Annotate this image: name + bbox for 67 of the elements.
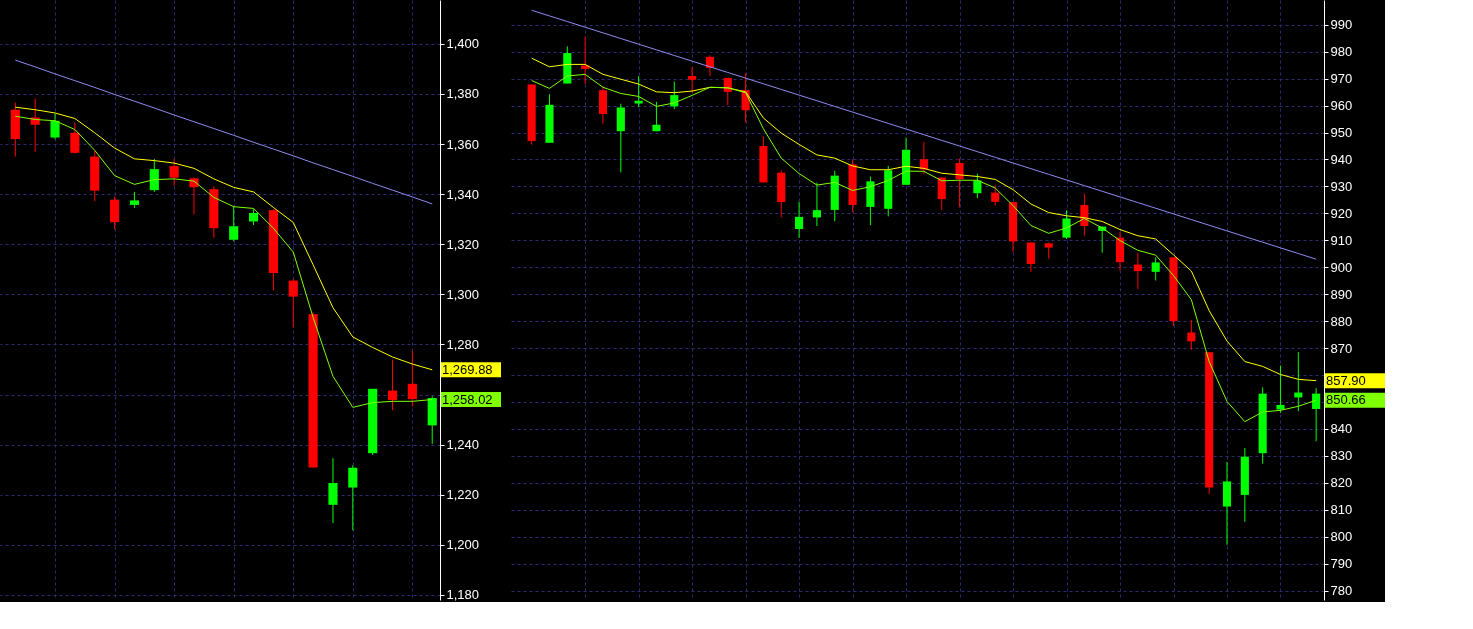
candlestick bbox=[795, 201, 804, 239]
candlestick bbox=[1312, 387, 1321, 442]
candlestick bbox=[169, 158, 179, 187]
text: 857.90 bbox=[1326, 372, 1366, 388]
candlestick bbox=[616, 103, 625, 173]
candlestick bbox=[1276, 365, 1285, 414]
candlestick bbox=[812, 182, 821, 227]
candlestick bbox=[652, 101, 661, 132]
candlestick bbox=[973, 173, 982, 199]
line-series bbox=[531, 57, 1317, 382]
y-tick-label: 920 bbox=[1330, 205, 1353, 221]
candlestick bbox=[387, 359, 398, 411]
candlestick bbox=[955, 157, 964, 208]
candlestick bbox=[348, 464, 358, 531]
line-series bbox=[531, 9, 1317, 260]
y-tick-label: 1,340 bbox=[446, 186, 480, 202]
y-tick-label: 1,240 bbox=[446, 437, 480, 453]
y-tick-label: 990 bbox=[1330, 17, 1353, 33]
y-tick-label: 890 bbox=[1330, 286, 1353, 302]
text: 1,258.02 bbox=[442, 391, 493, 407]
y-tick-label: 1,200 bbox=[446, 537, 480, 553]
y-tick-label: 780 bbox=[1330, 583, 1353, 599]
y-tick-label: 1,380 bbox=[446, 86, 480, 102]
text: 850.66 bbox=[1326, 392, 1366, 408]
y-tick-label: 790 bbox=[1330, 556, 1353, 572]
y-tick-label: 1,280 bbox=[446, 336, 480, 352]
y-tick-label: 910 bbox=[1330, 232, 1353, 248]
candlestick bbox=[149, 158, 159, 193]
candlestick bbox=[581, 36, 590, 85]
line-series bbox=[14, 59, 433, 205]
y-tick-label: 1,180 bbox=[446, 587, 480, 603]
candlestick bbox=[50, 113, 60, 140]
candlestick bbox=[30, 97, 40, 153]
y-tick-label: 970 bbox=[1330, 71, 1353, 87]
candlestick bbox=[1151, 257, 1160, 281]
candlestick bbox=[1187, 319, 1196, 351]
y-tick-label: 870 bbox=[1330, 340, 1353, 356]
y-tick-label: 960 bbox=[1330, 98, 1353, 114]
y-tick-label: 820 bbox=[1330, 475, 1353, 491]
candlestick bbox=[688, 66, 697, 94]
candlestick bbox=[1062, 209, 1071, 240]
candlestick bbox=[229, 205, 239, 242]
y-tick-label: 880 bbox=[1330, 313, 1353, 329]
y-tick-label: 1,400 bbox=[446, 36, 480, 52]
y-tick-label: 930 bbox=[1330, 178, 1353, 194]
y-tick-label: 810 bbox=[1330, 502, 1353, 518]
candlestick bbox=[598, 85, 608, 125]
y-tick-label: 840 bbox=[1330, 421, 1353, 437]
candlestick bbox=[407, 350, 417, 407]
y-tick-label: 1,320 bbox=[446, 236, 480, 252]
candlestick bbox=[288, 278, 298, 328]
candlestick bbox=[110, 195, 120, 230]
candlestick bbox=[991, 184, 1000, 207]
y-tick-label: 1,300 bbox=[446, 286, 480, 302]
candlestick bbox=[70, 122, 80, 155]
text: 1,269.88 bbox=[442, 361, 493, 377]
y-tick-label: 950 bbox=[1330, 125, 1353, 141]
y-tick-label: 980 bbox=[1330, 44, 1353, 60]
y-tick-label: 800 bbox=[1330, 529, 1353, 545]
y-tick-label: 940 bbox=[1330, 152, 1353, 167]
candlestick bbox=[328, 457, 338, 524]
candlestick bbox=[1133, 252, 1142, 290]
y-tick-label: 1,360 bbox=[446, 136, 480, 152]
y-tick-label: 830 bbox=[1330, 448, 1353, 464]
y-tick-label: 1,220 bbox=[446, 487, 480, 503]
candlestick bbox=[1026, 241, 1035, 273]
y-tick-label: 900 bbox=[1330, 259, 1353, 275]
